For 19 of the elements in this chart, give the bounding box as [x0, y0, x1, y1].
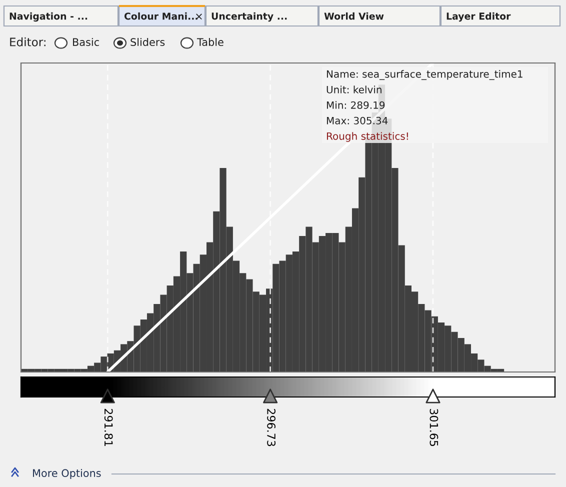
text: Uncertainty ...: [212, 12, 287, 22]
text: Editor:: [10, 37, 46, 46]
text: More Options: [33, 468, 101, 480]
text: ×: [196, 14, 202, 20]
x-tick-label: 291.81: [104, 408, 113, 446]
text: Basic: [73, 38, 99, 46]
text: Colour Mani...: [124, 12, 198, 20]
text: Table: [196, 38, 224, 46]
x-tick-label: 296.73: [267, 408, 276, 446]
annotation: Max: 305.34: [326, 116, 388, 124]
text: World View: [324, 12, 384, 20]
text: Sliders: [130, 38, 165, 46]
x-tick-label: 301.65: [430, 408, 438, 446]
text: Navigation - ...: [10, 12, 88, 22]
annotation: Min: 289.19: [326, 101, 385, 109]
text: Layer Editor: [446, 12, 511, 22]
annotation: Rough statistics!: [326, 132, 408, 142]
annotation: Name: sea_surface_temperature_time1: [326, 70, 522, 80]
annotation: Unit: kelvin: [326, 86, 382, 94]
